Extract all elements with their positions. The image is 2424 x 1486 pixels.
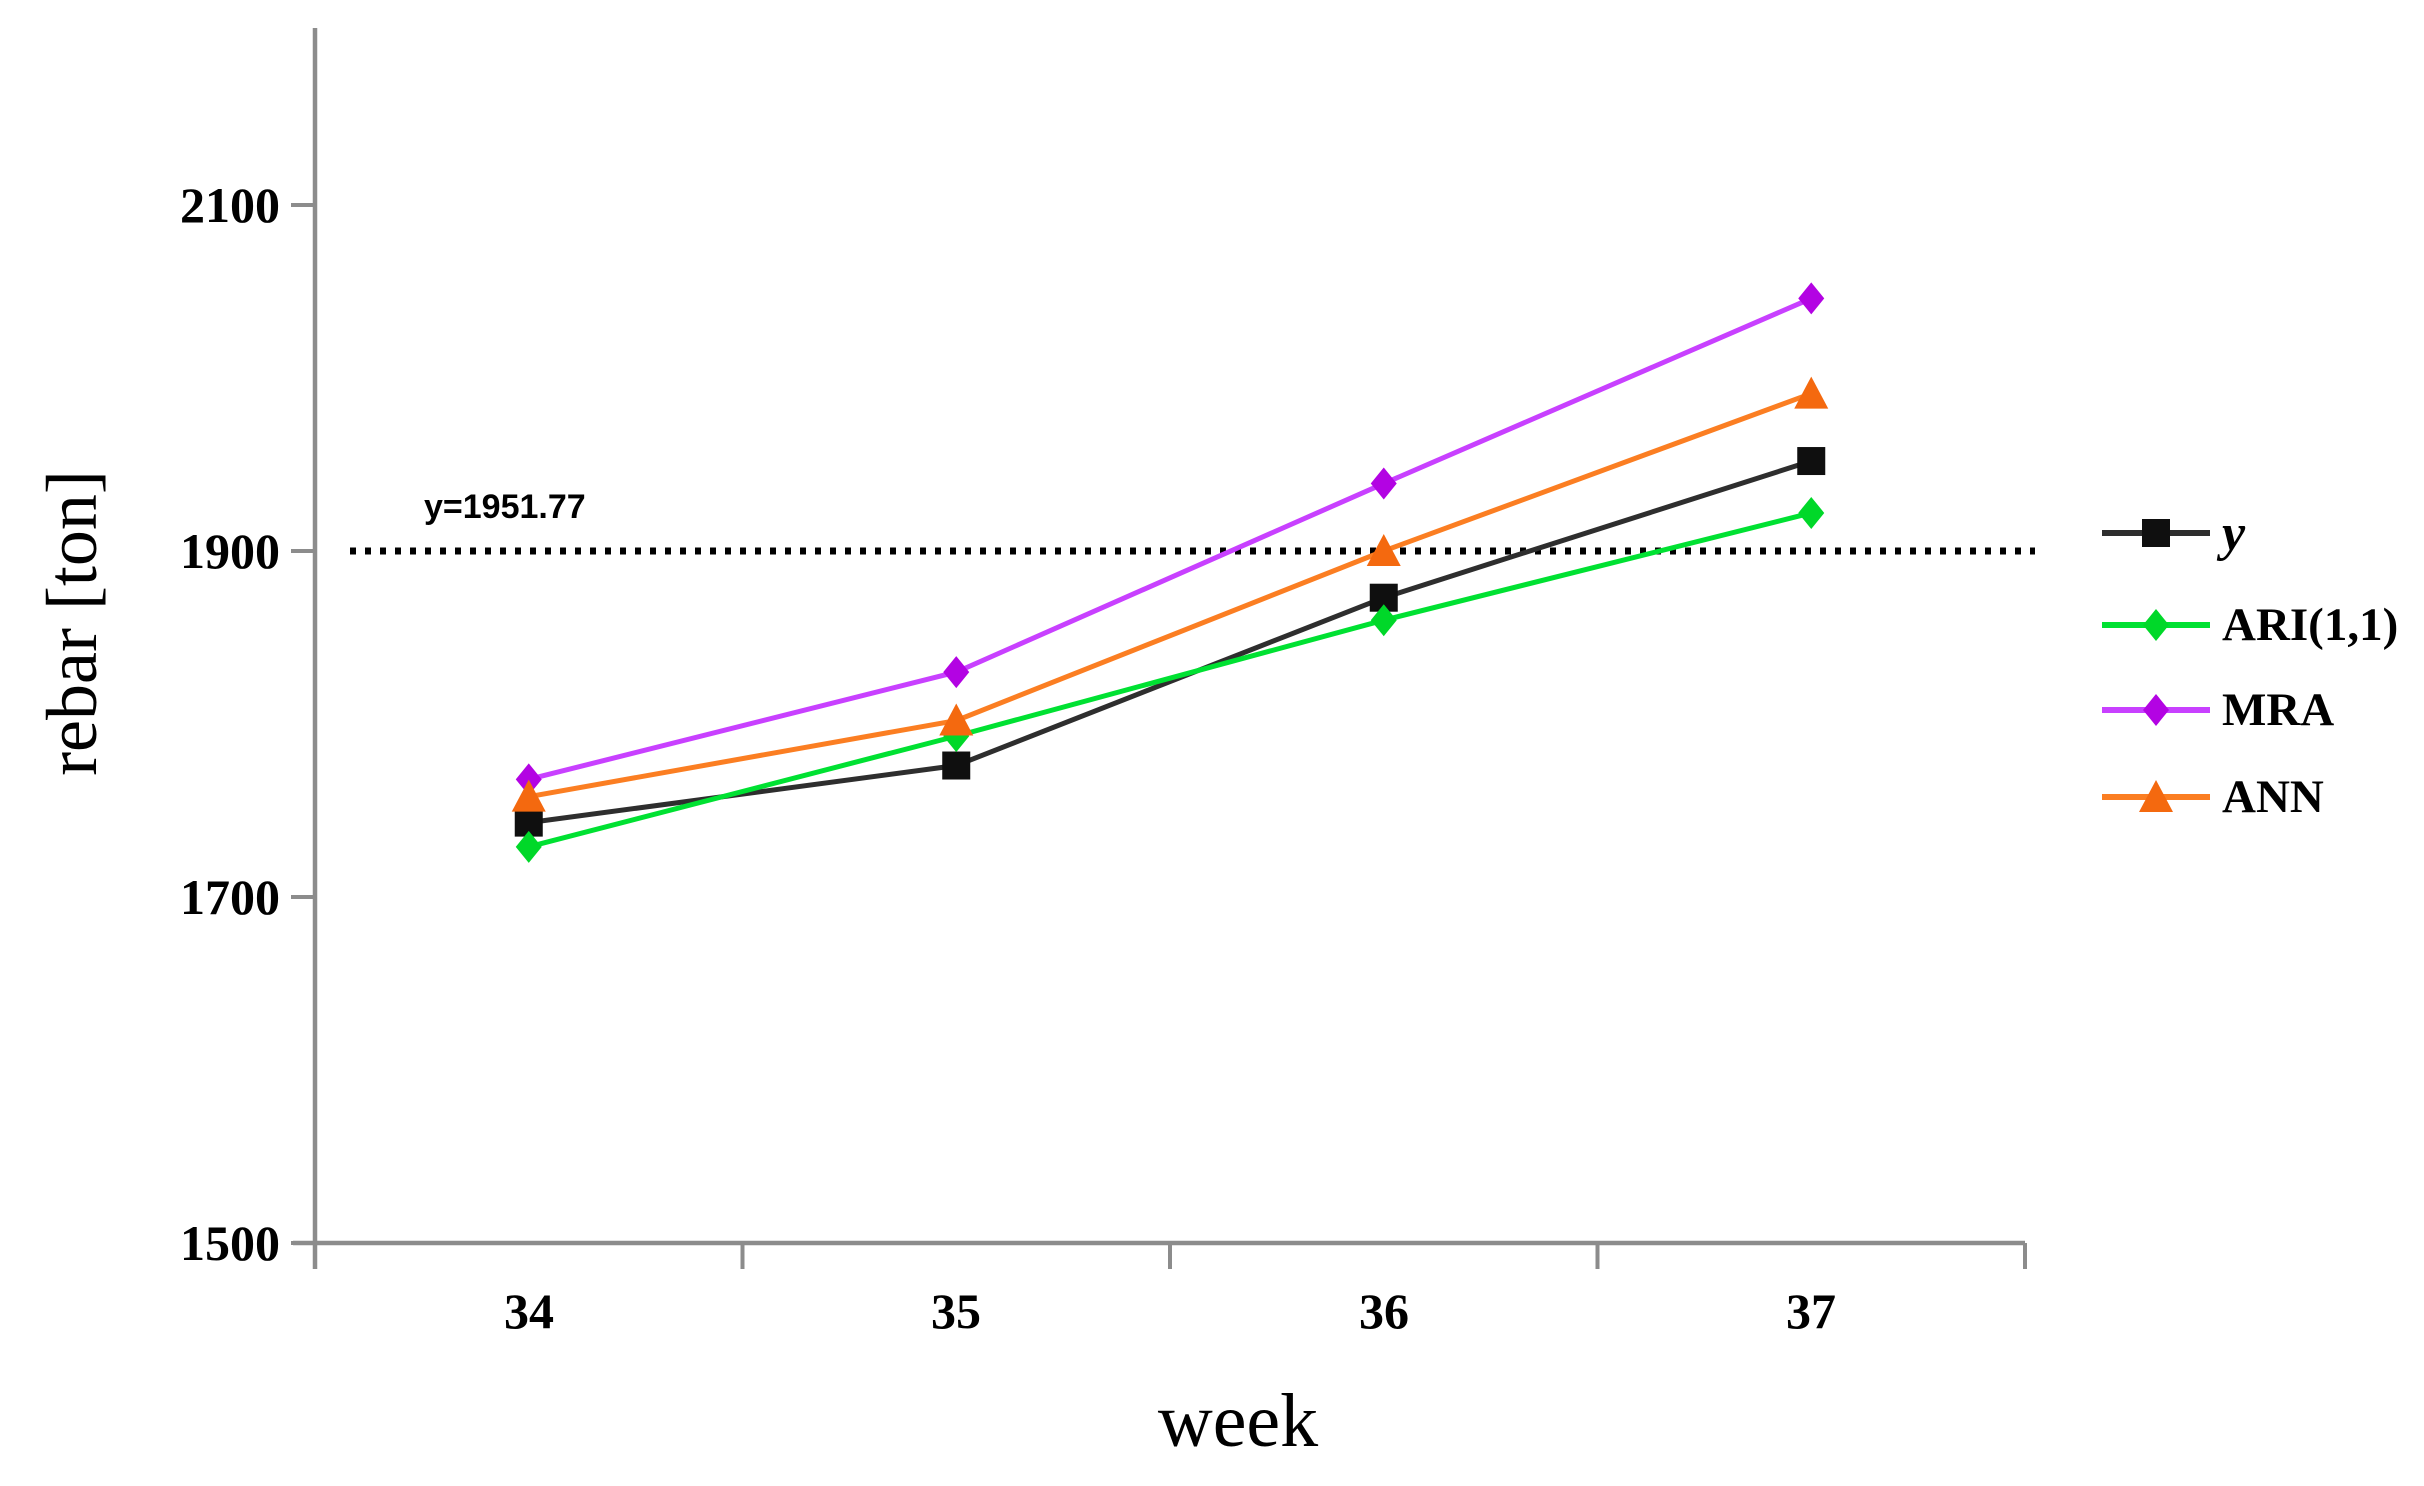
triangle-marker xyxy=(2139,780,2173,812)
y-tick-label-2100: 2100 xyxy=(180,177,280,233)
triangle-marker xyxy=(1366,534,1401,566)
y-tick-label-1500: 1500 xyxy=(180,1215,280,1271)
series-MRA xyxy=(515,282,1825,796)
legend-marker-mra xyxy=(2102,694,2210,726)
series-y xyxy=(514,447,1826,837)
diamond-marker xyxy=(1370,604,1397,637)
diamond-marker xyxy=(943,656,970,689)
legend-marker-ann xyxy=(2102,780,2210,812)
series-line-ANN xyxy=(528,391,1813,800)
square-marker xyxy=(942,751,971,780)
legend-item-ann: ANN xyxy=(2100,771,2324,823)
legend-marker-ari xyxy=(2102,609,2210,641)
x-tick-label-34: 34 xyxy=(504,1283,554,1339)
legend-label-mra: MRA xyxy=(2222,684,2335,736)
diamond-marker xyxy=(2143,609,2169,641)
series-ARI(1,1) xyxy=(515,496,1825,863)
diamond-marker xyxy=(515,830,542,863)
series-line-y xyxy=(528,458,1813,826)
square-marker xyxy=(1797,447,1826,476)
triangle-marker xyxy=(1794,376,1829,409)
x-axis-title: week xyxy=(1157,1379,1319,1463)
square-marker xyxy=(2142,519,2170,547)
x-tick-label-37: 37 xyxy=(1786,1283,1836,1339)
series-line-MRA xyxy=(528,296,1813,782)
legend-item-ari: ARI(1,1) xyxy=(2100,599,2398,651)
y-axis-title: rebar [ton] xyxy=(32,470,112,776)
legend-label-ann: ANN xyxy=(2222,771,2324,823)
diamond-marker xyxy=(2143,694,2169,726)
diamond-marker xyxy=(515,763,542,796)
triangle-marker xyxy=(939,703,974,736)
legend-item-mra: MRA xyxy=(2100,684,2334,736)
series-ANN xyxy=(511,376,1829,812)
y-tick-label-1700: 1700 xyxy=(180,869,280,925)
x-tick-label-35: 35 xyxy=(931,1283,981,1339)
diamond-marker xyxy=(1798,282,1825,315)
legend-label-y: y xyxy=(2222,504,2246,562)
reference-line-label: y=1951.77 xyxy=(424,488,586,526)
legend-marker-y xyxy=(2102,519,2210,547)
x-tick-label-36: 36 xyxy=(1359,1283,1409,1339)
y-tick-label-1900: 1900 xyxy=(180,523,280,579)
series-line-ARI(1,1) xyxy=(528,510,1812,850)
diamond-marker xyxy=(1798,496,1825,529)
triangle-marker xyxy=(511,779,546,812)
legend-label-ari: ARI(1,1) xyxy=(2222,599,2399,651)
legend-item-y: y xyxy=(2100,505,2245,562)
diamond-marker xyxy=(1370,467,1397,500)
